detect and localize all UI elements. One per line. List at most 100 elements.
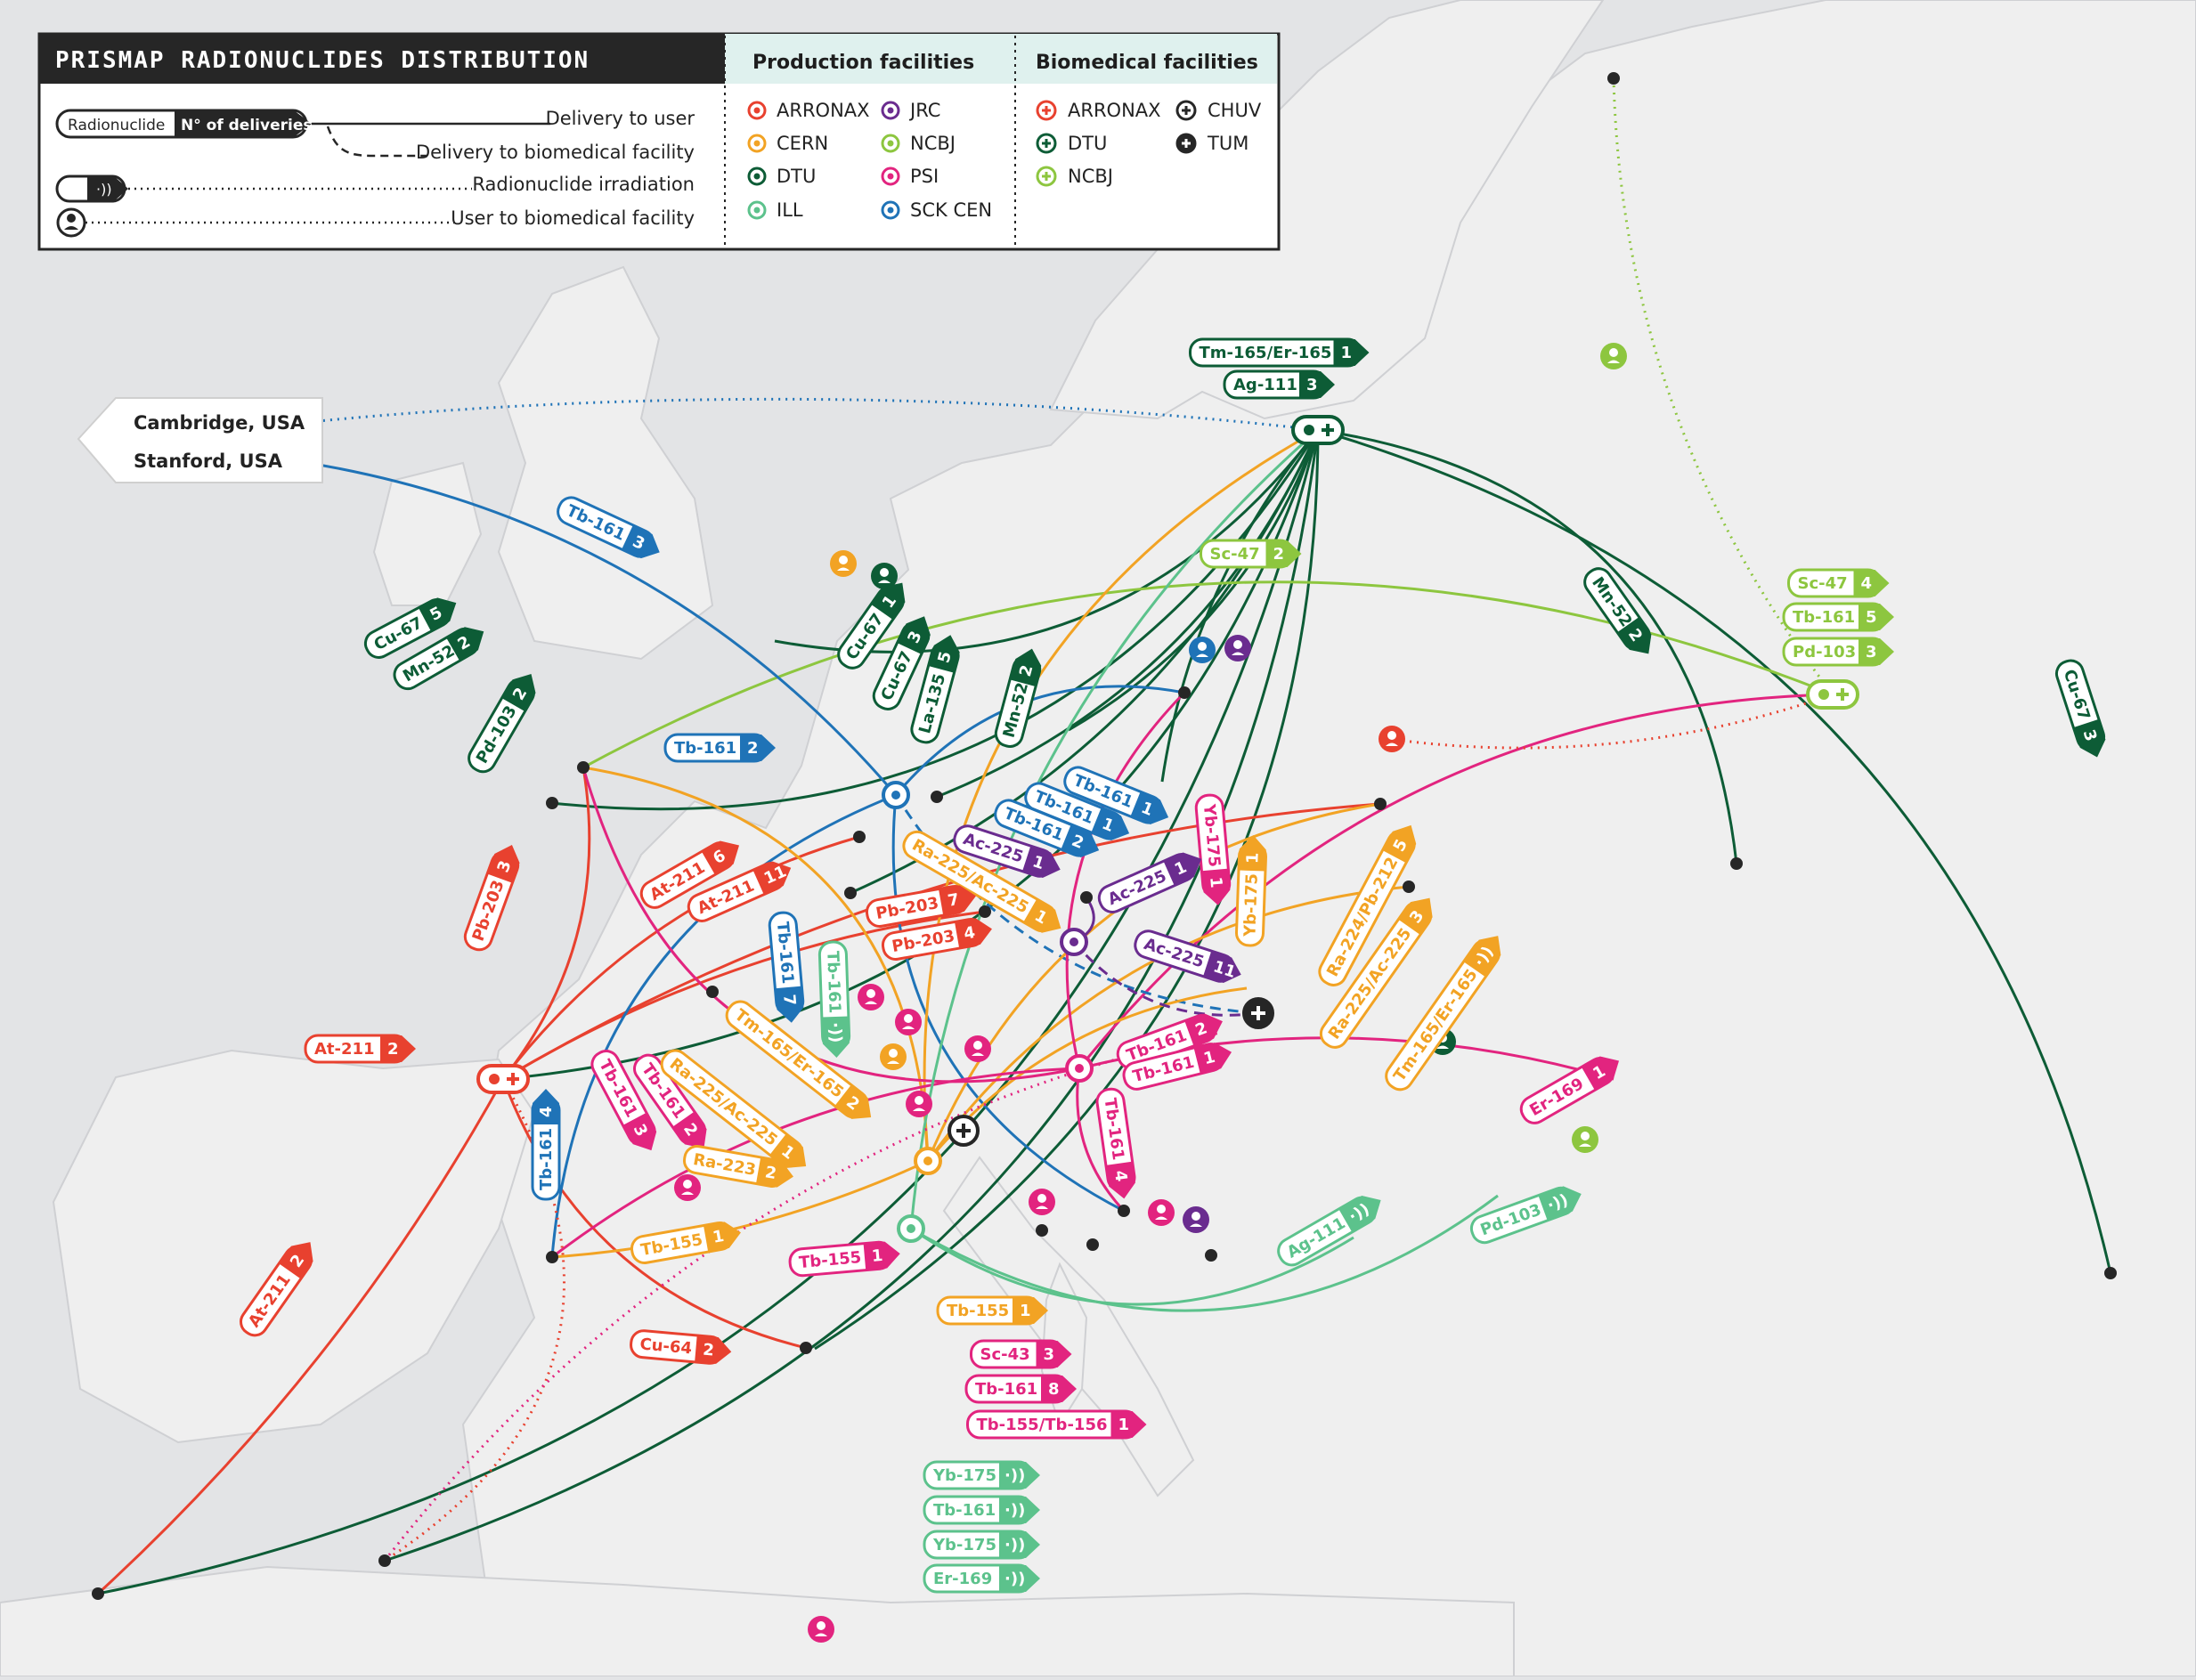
label-count-tip (2073, 718, 2106, 758)
radionuclide-name: Tb-161 (537, 1128, 556, 1190)
user-endpoint-dot (1607, 72, 1620, 85)
plus-icon (1182, 106, 1191, 115)
key-irradiation: Radionuclide irradiation (472, 174, 695, 195)
route-arc (97, 429, 1320, 1595)
radionuclide-label: Tb-161 1 (1063, 766, 1169, 825)
production-facility-name: JRC (908, 100, 940, 121)
route-arc (910, 1194, 1499, 1312)
label-count-tip (380, 1035, 416, 1062)
user-pin-body (681, 1191, 694, 1195)
user-pin-body (64, 226, 78, 230)
user-pin-body (887, 1060, 899, 1064)
label-count-tip (703, 1221, 741, 1253)
radionuclide-label: Sc-43 3 (970, 1339, 1072, 1369)
radionuclide-name: Tb-161 (1793, 608, 1855, 627)
label-count-tip (1858, 638, 1894, 665)
label-count-tip (871, 582, 906, 620)
label-count-tip (1333, 339, 1370, 366)
label-count-tip (999, 1531, 1040, 1558)
plus-icon (956, 1124, 971, 1138)
production-hub-dot (891, 791, 900, 799)
user-pin-head (1233, 640, 1242, 649)
biomedical-header: Biomedical facilities (1036, 52, 1258, 74)
delivery-count: 3 (1866, 643, 1877, 661)
user-pin-head (1581, 1132, 1590, 1140)
user-endpoint-dot (378, 1554, 391, 1567)
user-pin-body (837, 567, 850, 571)
user-endpoint-dot (844, 887, 857, 899)
plus-icon (507, 1073, 519, 1085)
biomedical-facility-name: DTU (1068, 133, 1107, 154)
delivery-count: 1 (1341, 344, 1353, 362)
user-pin-head (1157, 1205, 1166, 1213)
label-count-tip (834, 1084, 872, 1119)
label-count-tip (1581, 1056, 1620, 1091)
key-pill-name: Radionuclide (68, 117, 165, 134)
route-arc (384, 429, 1320, 1562)
plus-icon (1836, 688, 1849, 701)
label-count-tip (1858, 604, 1894, 630)
delivery-count: 4 (1110, 1169, 1131, 1182)
user-pin-body (815, 1633, 827, 1636)
delivery-count: 1 (712, 1227, 726, 1247)
label-count-tip (999, 1462, 1040, 1489)
label-count-tip (1463, 936, 1501, 978)
radionuclide-label: At-211 2 (304, 1034, 416, 1064)
route-arc (1078, 693, 1834, 1069)
wifi-icon: ·)) (1004, 1466, 1025, 1485)
production-hub-dot (489, 1074, 500, 1084)
radionuclide-name: Tb-161 (823, 951, 843, 1014)
user-endpoint-dot (546, 1251, 558, 1263)
label-count-tip (740, 734, 776, 761)
route-arc (502, 910, 986, 1081)
city-stanford: Stanford, USA (134, 450, 283, 472)
radionuclide-label: Pb-203 7 (865, 885, 976, 928)
biomedical-facility-name: ARRONAX (1068, 100, 1161, 121)
delivery-count: 2 (1273, 545, 1285, 564)
delivery-count: 3 (1306, 376, 1318, 394)
delivery-count: 1 (1118, 1416, 1130, 1434)
delivery-count: 2 (387, 1040, 399, 1059)
production-facility-name: NCBJ (910, 133, 956, 154)
user-pin-head (904, 1014, 913, 1023)
route-arc (926, 885, 1410, 1162)
radionuclide-name: Tb-155 (947, 1302, 1009, 1320)
user-endpoint-dot (2104, 1267, 2117, 1279)
label-count-tip (999, 1565, 1040, 1592)
user-pin-body (913, 1108, 925, 1111)
label-count-tip (446, 627, 484, 661)
radionuclide-label: Er-169 ·)) (923, 1563, 1040, 1594)
route-arc (384, 1078, 565, 1562)
production-hub-dot (1304, 425, 1314, 435)
label-count-tip (954, 918, 992, 949)
user-endpoint-dot (1118, 1205, 1130, 1217)
delivery-count: 2 (747, 739, 759, 758)
production-facility-icon-dot (753, 140, 760, 147)
radionuclide-label: Sc-47 4 (1787, 568, 1890, 598)
user-endpoint-dot (800, 1342, 812, 1354)
label-count-tip (775, 986, 804, 1023)
label-count-tip (1184, 1013, 1223, 1046)
route-arc (501, 767, 591, 1080)
route-arc (501, 835, 860, 1080)
production-facility-icon-dot (753, 207, 760, 214)
radionuclide-label: Pd-103 3 (1782, 637, 1894, 667)
user-endpoint-dot (1086, 1238, 1099, 1251)
label-count-tip (695, 1335, 732, 1364)
route-arc (1160, 429, 1320, 783)
label-count-tip (533, 1089, 559, 1124)
production-facility-icon-dot (753, 173, 760, 180)
production-facility-name: ILL (777, 199, 803, 221)
user-endpoint-dot (92, 1587, 104, 1600)
radionuclide-name: At-211 (314, 1040, 375, 1059)
user-endpoint-dot (577, 761, 590, 774)
biomedical-facility-name: NCBJ (1068, 166, 1113, 187)
user-endpoint-dot (931, 791, 943, 803)
combined-hub-pill (476, 1064, 530, 1094)
label-count-tip (501, 673, 536, 712)
plus-icon (1251, 1006, 1265, 1020)
